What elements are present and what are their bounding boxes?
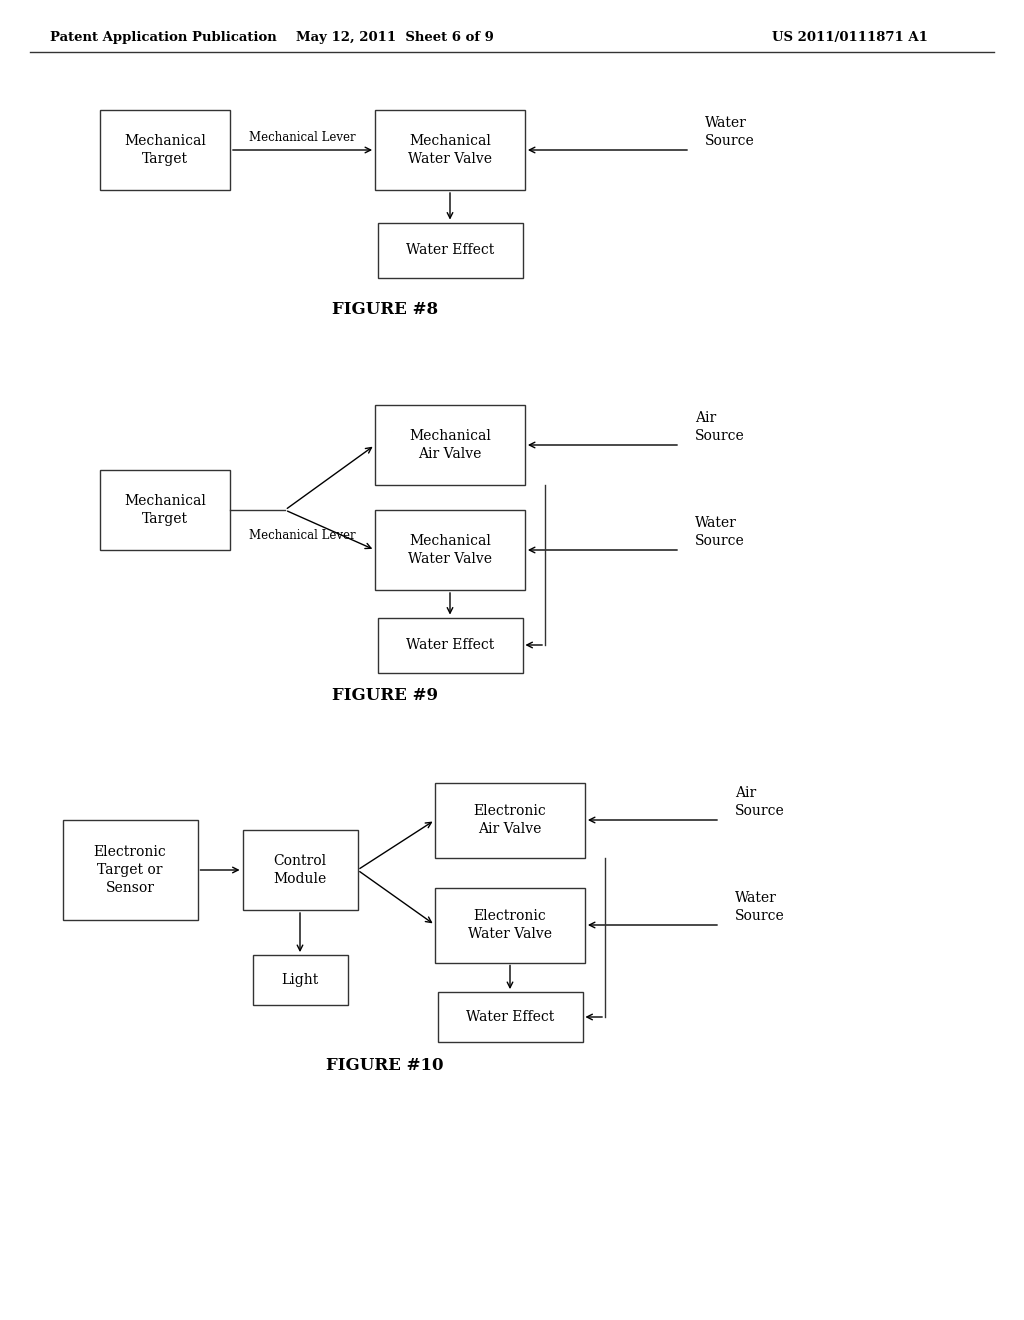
Text: Water Effect: Water Effect [406, 638, 495, 652]
Bar [243, 830, 357, 909]
Bar [62, 820, 198, 920]
Text: FIGURE #9: FIGURE #9 [332, 686, 438, 704]
Bar [375, 110, 525, 190]
Text: Mechanical
Water Valve: Mechanical Water Valve [408, 133, 492, 166]
Text: Water
Source: Water Source [735, 891, 784, 923]
Text: Mechanical Lever: Mechanical Lever [249, 131, 355, 144]
Bar [378, 223, 522, 277]
Bar [253, 954, 347, 1005]
Bar [437, 993, 583, 1041]
Text: Patent Application Publication: Patent Application Publication [50, 30, 276, 44]
Text: US 2011/0111871 A1: US 2011/0111871 A1 [772, 30, 928, 44]
Text: Water Effect: Water Effect [466, 1010, 554, 1024]
Text: Electronic
Target or
Sensor: Electronic Target or Sensor [93, 845, 166, 895]
Text: Electronic
Air Valve: Electronic Air Valve [474, 804, 547, 836]
Text: Mechanical
Target: Mechanical Target [124, 133, 206, 166]
Text: FIGURE #8: FIGURE #8 [332, 301, 438, 318]
Bar [375, 510, 525, 590]
Text: Electronic
Water Valve: Electronic Water Valve [468, 908, 552, 941]
Text: Water
Source: Water Source [695, 516, 744, 548]
Bar [435, 783, 585, 858]
Text: Mechanical Lever: Mechanical Lever [249, 529, 355, 543]
Bar [100, 110, 230, 190]
Text: Mechanical
Water Valve: Mechanical Water Valve [408, 533, 492, 566]
Bar [375, 405, 525, 484]
Text: Control
Module: Control Module [273, 854, 327, 886]
Bar [435, 887, 585, 962]
Text: Mechanical
Target: Mechanical Target [124, 494, 206, 527]
Text: Air
Source: Air Source [695, 411, 744, 444]
Bar [378, 618, 522, 672]
Text: May 12, 2011  Sheet 6 of 9: May 12, 2011 Sheet 6 of 9 [296, 30, 494, 44]
Text: Water
Source: Water Source [705, 116, 755, 148]
Text: Mechanical
Air Valve: Mechanical Air Valve [409, 429, 490, 461]
Text: Water Effect: Water Effect [406, 243, 495, 257]
Text: Light: Light [282, 973, 318, 987]
Text: FIGURE #10: FIGURE #10 [327, 1056, 443, 1073]
Bar [100, 470, 230, 550]
Text: Air
Source: Air Source [735, 785, 784, 818]
